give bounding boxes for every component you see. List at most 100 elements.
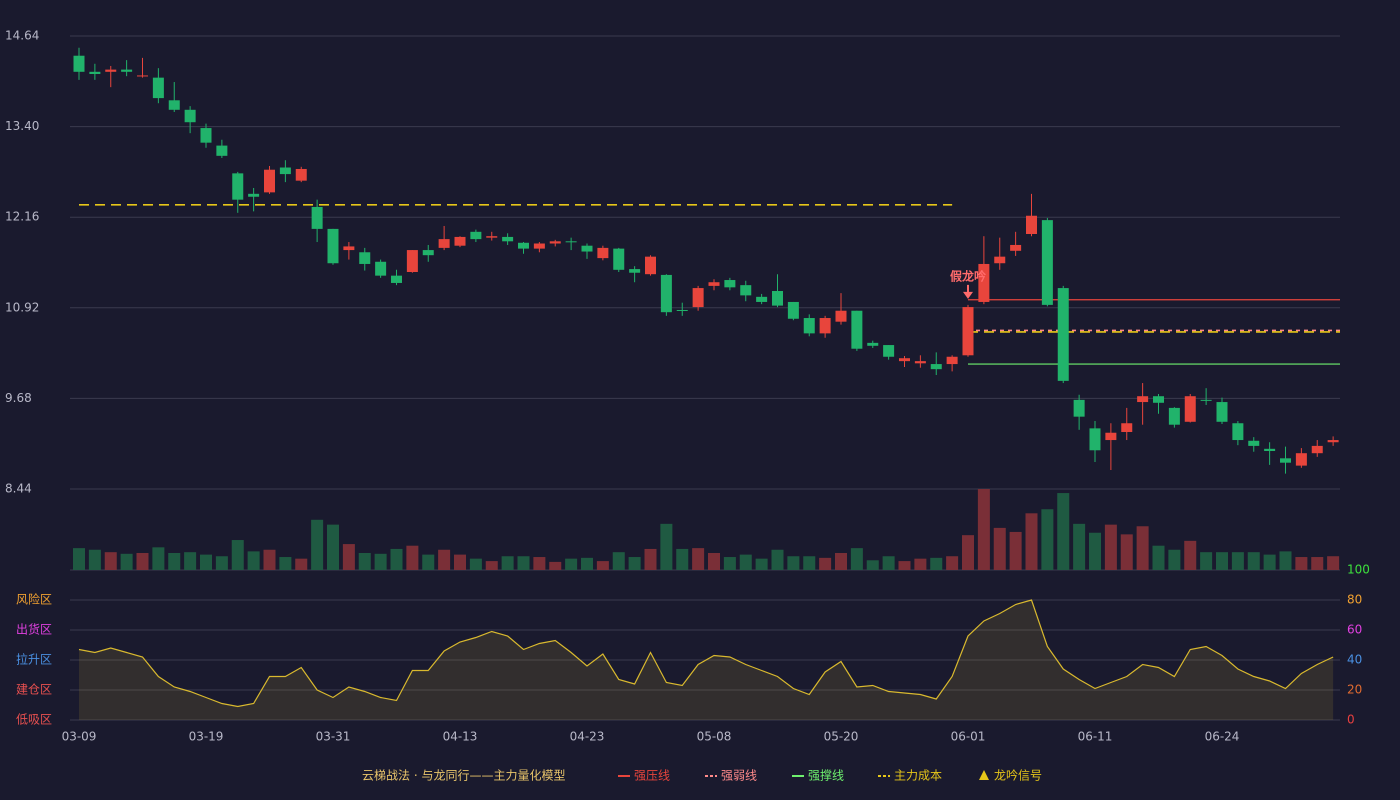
volume-bar [1168, 549, 1181, 570]
candle-body [1089, 428, 1101, 451]
candle-body [152, 77, 164, 99]
candle-body [962, 307, 974, 356]
candle-body [295, 168, 307, 181]
candle-body [89, 71, 101, 74]
zone-label: 拉升区 [16, 652, 52, 667]
legend-label: 强撑线 [808, 768, 844, 783]
volume-bar [390, 548, 403, 570]
candle-body [121, 69, 133, 72]
volume-bar [231, 540, 244, 570]
volume-bar [882, 556, 895, 570]
volume-bar [708, 552, 720, 570]
zone-label: 风险区 [16, 592, 52, 607]
candle-body [105, 69, 117, 72]
candle-body [1105, 432, 1117, 441]
volume-bar [977, 489, 990, 570]
candle-body [581, 245, 593, 252]
volume-bar [549, 561, 562, 570]
indicator-tick-label: 20 [1347, 683, 1362, 697]
candle-body [914, 361, 926, 364]
indicator-tick-label: 100 [1347, 563, 1370, 577]
zone-label: 出货区 [16, 622, 52, 637]
volume-bar [1231, 552, 1244, 570]
volume-bar [930, 557, 943, 570]
volume-bar [358, 552, 371, 570]
volume-bar [485, 561, 498, 570]
x-tick-label: 06-01 [951, 730, 986, 744]
indicator-tick-label: 60 [1347, 623, 1362, 637]
volume-bar [311, 519, 324, 570]
candle-body [454, 236, 466, 246]
volume-bar [581, 557, 593, 570]
candle-body [565, 241, 577, 243]
x-tick-label: 06-24 [1205, 730, 1240, 744]
candle-body [168, 100, 180, 110]
y-tick-label: 9.68 [5, 391, 32, 405]
candle-body [883, 345, 895, 357]
volume-bar [660, 523, 673, 570]
volume-bar [438, 549, 451, 570]
volume-bar [898, 561, 911, 570]
candle-body [851, 310, 863, 349]
volume-bar [596, 561, 609, 570]
volume-bar [88, 549, 101, 570]
y-tick-label: 14.64 [5, 29, 39, 43]
candle-body [73, 55, 85, 72]
candle-body [327, 228, 339, 264]
candle-body [740, 285, 752, 296]
candle-body [629, 269, 641, 273]
candle-body [248, 193, 260, 197]
volume-bar [73, 548, 85, 570]
candle-body [200, 128, 212, 143]
candle-body [1264, 448, 1276, 452]
volume-bar [1041, 509, 1054, 570]
legend-title: 云梯战法 · 与龙同行——主力量化模型 [362, 769, 565, 783]
candle-body [359, 252, 371, 264]
volume-bar [644, 548, 657, 570]
candle-body [1216, 402, 1228, 422]
legend-label: 龙吟信号 [994, 768, 1042, 783]
volume-bar [120, 553, 133, 570]
candle-body [1121, 423, 1133, 433]
candle-body [756, 296, 768, 302]
volume-bar [612, 552, 625, 570]
volume-bar [454, 554, 466, 570]
candle-body [137, 75, 148, 77]
x-tick-label: 04-23 [570, 730, 605, 744]
candle-body [597, 247, 609, 259]
candle-body [1168, 407, 1180, 425]
volume-bar [723, 557, 736, 570]
volume-bar [263, 549, 276, 570]
volume-bar [168, 552, 181, 570]
volume-bar [1120, 534, 1133, 570]
candle-body [772, 290, 783, 306]
volume-bar [1184, 540, 1197, 570]
volume-bar [342, 544, 355, 570]
candle-body [470, 231, 482, 240]
volume-bar [1295, 557, 1308, 570]
candle-body [1327, 440, 1339, 443]
candle-body [1026, 215, 1037, 235]
volume-bar [1279, 551, 1292, 570]
volume-bar [1025, 513, 1038, 570]
volume-bar [1104, 524, 1117, 570]
volume-bar [279, 557, 292, 570]
candle-body [787, 301, 799, 319]
volume-bar [676, 548, 689, 570]
candle-body [486, 236, 498, 238]
volume-bar [422, 554, 435, 570]
volume-bar [533, 557, 546, 570]
volume-bar [1200, 552, 1213, 570]
candle-body [1248, 440, 1260, 446]
candle-body [184, 109, 196, 123]
candle-body [311, 206, 323, 229]
candle-body [1041, 220, 1053, 305]
volume-bar [850, 548, 863, 570]
volume-bar [327, 524, 339, 570]
volume-bar [739, 554, 752, 570]
candle-body [502, 236, 514, 242]
volume-bar [1263, 554, 1276, 570]
candle-body [533, 243, 545, 249]
